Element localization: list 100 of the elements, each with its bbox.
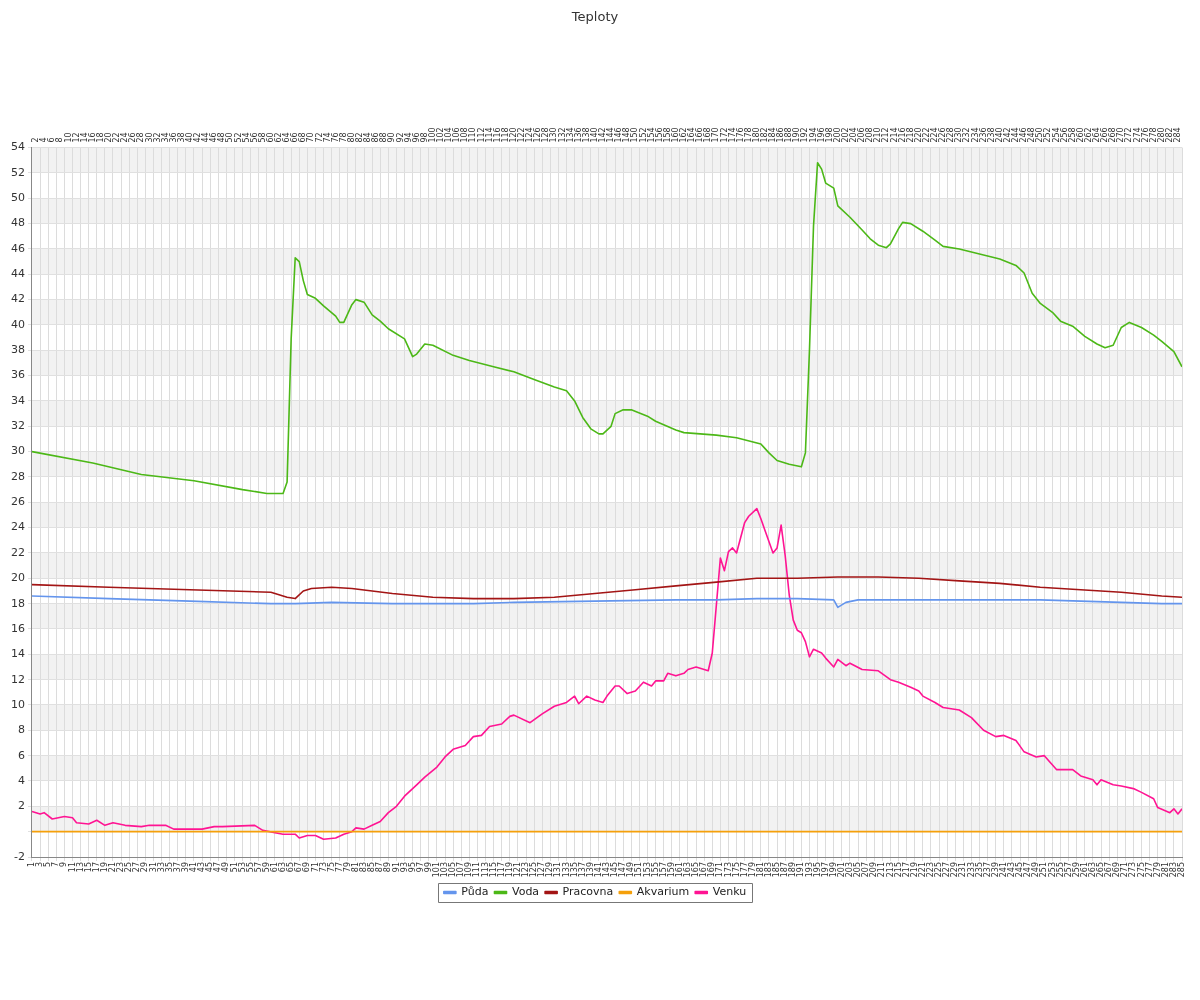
x-tick-label: 219 [909,862,919,878]
x2-tick-label: 82 [355,132,365,143]
x-tick-label: 163 [683,862,693,878]
x-tick-label: 281 [1160,862,1170,878]
x-tick-label: 283 [1168,862,1178,878]
x-tick-label: 143 [602,862,612,878]
x-tick-label: 123 [521,862,531,878]
x-tick-label: 169 [707,862,717,878]
x-tick-label: 71 [310,862,320,873]
x-tick-label: 135 [569,862,579,878]
x-tick-label: 269 [1112,862,1122,878]
legend-label: Akvarium [636,885,690,899]
x2-tick-label: 100 [427,127,437,143]
x-tick-label: 129 [545,862,555,878]
y-tick-label: 22 [11,545,25,559]
x-tick-label: 65 [286,862,296,873]
x-tick-label: 277 [1144,862,1154,878]
x-tick-label: 247 [1023,862,1033,878]
y-tick-label: 24 [11,520,25,534]
x-tick-label: 179 [747,862,757,878]
x2-tick-label: 174 [727,127,737,143]
x2-tick-label: 120 [508,127,518,143]
y-tick-label: 46 [11,241,25,255]
x2-tick-label: 158 [662,127,672,143]
x2-tick-label: 284 [1173,127,1183,143]
x2-tick-label: 22 [112,132,122,143]
x2-tick-label: 70 [306,132,316,143]
x2-tick-label: 150 [630,127,640,143]
x2-tick-label: 126 [533,127,543,143]
y-tick-label: 48 [11,216,25,230]
x-tick-label: 85 [367,862,377,873]
x2-tick-label: 154 [646,127,656,143]
x2-tick-label: 148 [622,127,632,143]
x-tick-label: 231 [958,862,968,878]
x2-tick-label: 80 [346,132,356,143]
x-tick-label: 5 [43,862,53,868]
x-tick-label: 59 [261,862,271,873]
x2-tick-label: 116 [492,127,502,143]
x-tick-label: 181 [755,862,765,878]
x2-tick-label: 276 [1140,127,1150,143]
x2-tick-label: 230 [954,127,964,143]
x2-tick-label: 238 [986,127,996,143]
x2-tick-label: 88 [379,132,389,143]
x2-tick-label: 58 [257,132,267,143]
x-tick-label: 13 [75,862,85,873]
y-tick-label: 50 [11,191,25,205]
x2-tick-label: 96 [411,132,421,143]
x2-tick-label: 108 [460,127,470,143]
x2-tick-label: 138 [581,127,591,143]
x2-tick-label: 272 [1124,127,1134,143]
x2-tick-label: 24 [120,132,130,143]
x-tick-label: 275 [1136,862,1146,878]
x-tick-label: 253 [1047,862,1057,878]
x-tick-label: 111 [472,862,482,878]
x-tick-label: 119 [504,862,514,878]
x-tick-label: 241 [998,862,1008,878]
x-tick-label: 257 [1063,862,1073,878]
x-tick-label: 81 [351,862,361,873]
x-tick-label: 205 [853,862,863,878]
x2-tick-label: 236 [978,127,988,143]
x2-tick-label: 94 [403,132,413,143]
x-tick-label: 223 [926,862,936,878]
x2-tick-label: 114 [484,127,494,143]
x2-tick-label: 216 [897,127,907,143]
x2-tick-label: 104 [444,127,454,143]
x2-tick-label: 274 [1132,127,1142,143]
x2-tick-label: 2 [31,137,41,143]
x2-tick-label: 52 [233,132,243,143]
x-tick-label: 189 [788,862,798,878]
x2-tick-label: 118 [500,127,510,143]
x2-tick-label: 40 [185,132,194,143]
x2-tick-label: 122 [517,127,527,143]
x-tick-label: 159 [666,862,676,878]
y-tick-label: 2 [18,799,25,813]
x2-tick-label: 54 [241,132,251,143]
x-tick-label: 27 [132,862,142,873]
x2-tick-label: 260 [1075,127,1085,143]
x-tick-label: 95 [407,862,417,873]
x-tick-label: 41 [189,862,199,873]
x-tick-label: 215 [893,862,903,878]
x-tick-label: 197 [820,862,830,878]
x-tick-label: 17 [91,862,101,873]
x-tick-label: 33 [156,862,166,873]
x2-tick-label: 144 [606,127,616,143]
x-tick-label: 139 [585,862,595,878]
x-tick-label: 97 [415,862,425,873]
x2-tick-label: 44 [201,132,211,143]
x2-tick-label: 178 [743,127,753,143]
x-tick-label: 91 [391,862,401,873]
x-tick-label: 211 [877,862,887,878]
x2-tick-label: 166 [695,127,705,143]
x2-tick-label: 60 [265,132,275,143]
y-tick-label: 14 [11,647,25,661]
x-tick-label: 167 [699,862,709,878]
x-tick-label: 261 [1079,862,1089,878]
x2-tick-label: 192 [800,127,810,143]
x-tick-label: 229 [950,862,960,878]
x-tick-label: 43 [197,862,207,873]
x-tick-label: 267 [1104,862,1114,878]
x2-tick-label: 210 [873,127,883,143]
